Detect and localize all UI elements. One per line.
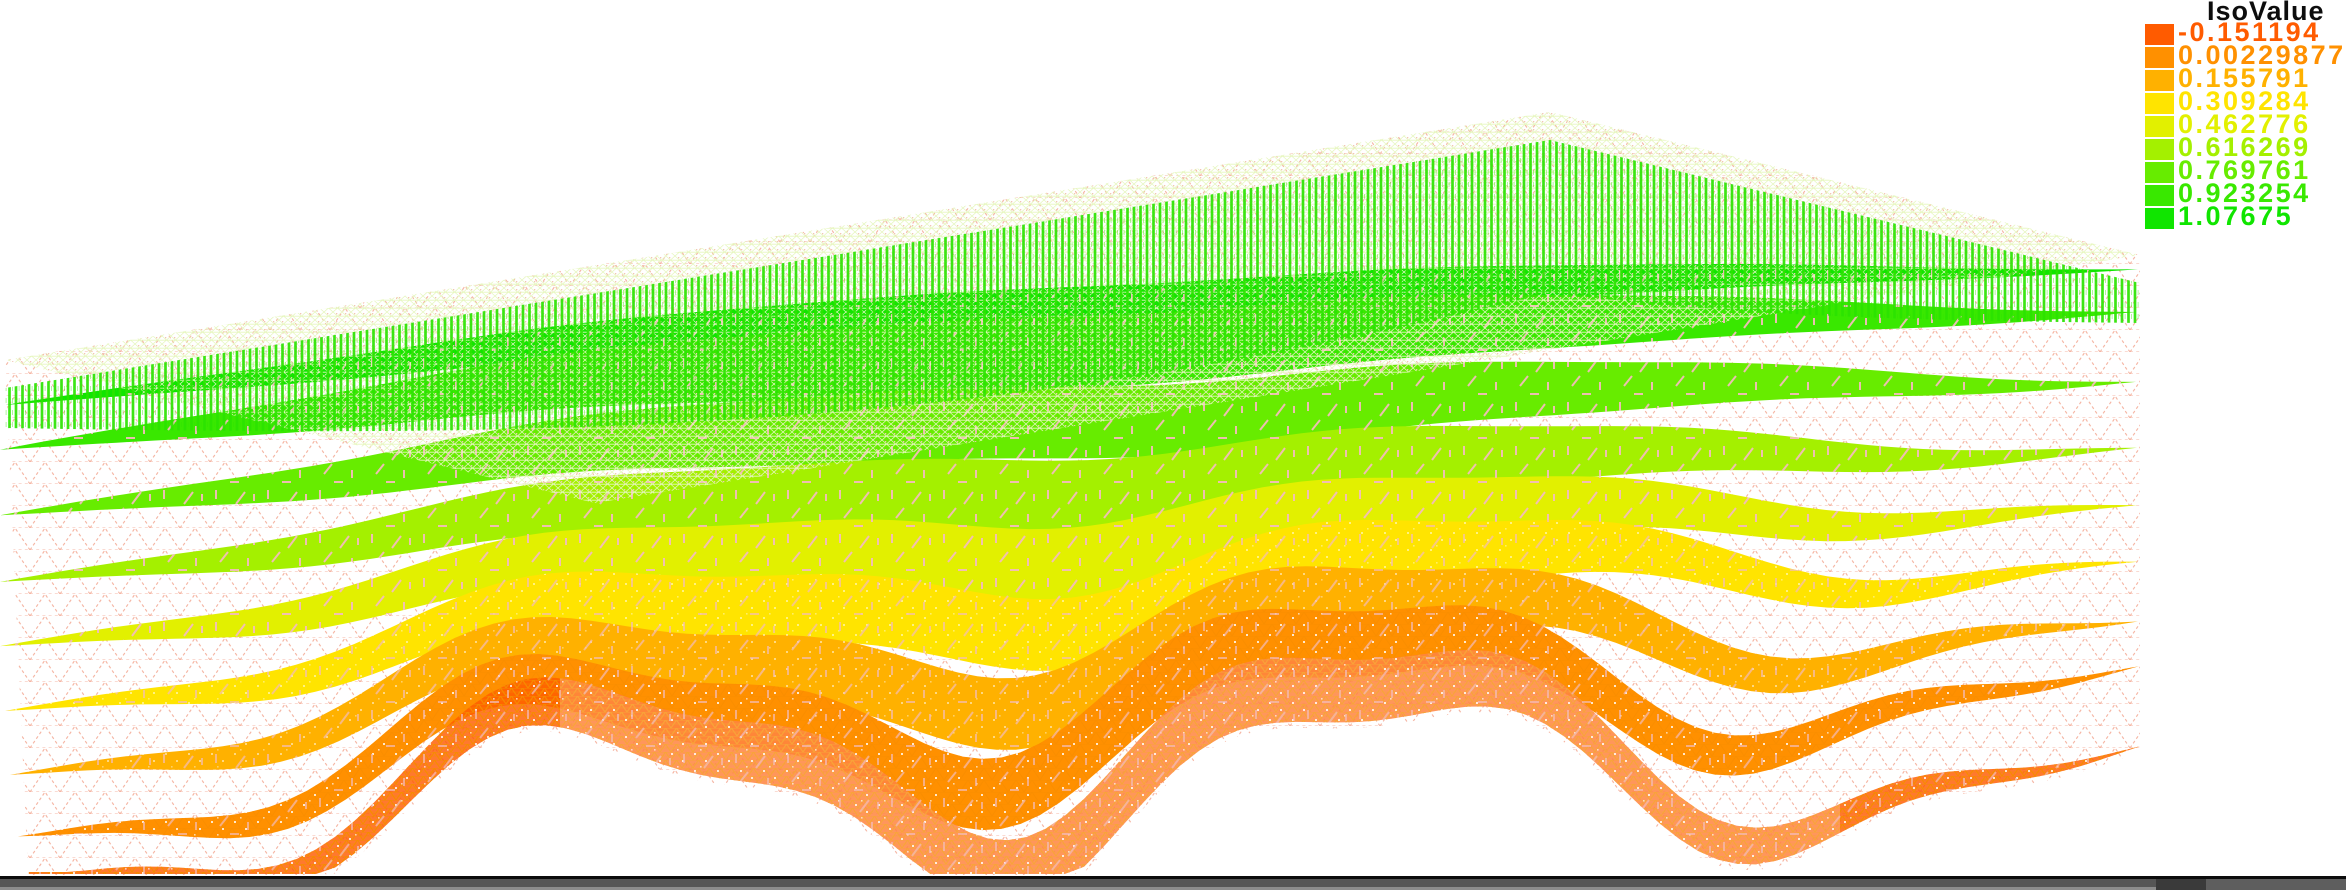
legend-value: 1.07675	[2178, 201, 2294, 231]
legend-value: 0.923254	[2178, 178, 2311, 208]
legend-entry: 0.616269	[2144, 134, 2346, 161]
legend-entry: 0.462776	[2144, 111, 2346, 138]
taskbar-body[interactable]	[0, 879, 2346, 887]
isosurface-layer-0.155791	[10, 566, 2138, 775]
legend-value: 0.769761	[2178, 155, 2311, 185]
taskbar-segment[interactable]	[2156, 879, 2206, 890]
isosurface-layer-0.769761	[0, 361, 2136, 516]
taskbar-segment[interactable]	[2206, 879, 2346, 890]
top-face-mesh	[5, 112, 2140, 503]
legend-value: 0.462776	[2178, 109, 2311, 139]
legend-entry: -0.151194	[2144, 19, 2346, 46]
legend-entry: 0.155791	[2144, 65, 2346, 92]
taskbar-bottom-highlight	[0, 887, 2346, 890]
legend-entry: 0.769761	[2144, 157, 2346, 184]
legend-value: 0.616269	[2178, 132, 2311, 162]
taskbar[interactable]	[0, 876, 2346, 890]
isosurface-layer-0.00229877	[18, 605, 2139, 839]
legend-entry: 0.309284	[2144, 88, 2346, 115]
isosurface-layer-0.309284	[5, 519, 2138, 711]
legend-entry: 1.07675	[2144, 203, 2346, 230]
legend-color-swatch	[2145, 185, 2174, 206]
legend-color-swatch	[2145, 24, 2174, 45]
legend-entry: 0.923254	[2144, 180, 2346, 207]
legend-value: -0.151194	[2178, 17, 2321, 47]
legend-color-swatch	[2145, 116, 2174, 137]
taskbar-top-edge	[0, 876, 2346, 879]
isosurface-layer-0.462776	[0, 476, 2137, 647]
legend-title: IsoValue	[2207, 0, 2325, 26]
legend-color-swatch	[2145, 208, 2174, 229]
legend-color-swatch	[2145, 93, 2174, 114]
legend-color-swatch	[2145, 47, 2174, 68]
legend-value: 0.00229877	[2178, 40, 2346, 70]
legend-value: 0.155791	[2178, 63, 2311, 93]
legend-color-swatch	[2145, 70, 2174, 91]
moire-band	[5, 140, 2140, 432]
legend-entry: 0.00229877	[2144, 42, 2346, 69]
legend-color-swatch	[2145, 139, 2174, 160]
isosurface-layer-0.616269	[0, 425, 2137, 582]
isosurface-layers	[0, 264, 2140, 874]
isovalue-legend: IsoValue -0.151194 0.00229877 0.155791 0.30…	[2144, 0, 2346, 242]
legend-color-swatch	[2145, 162, 2174, 183]
legend-value: 0.309284	[2178, 86, 2311, 116]
